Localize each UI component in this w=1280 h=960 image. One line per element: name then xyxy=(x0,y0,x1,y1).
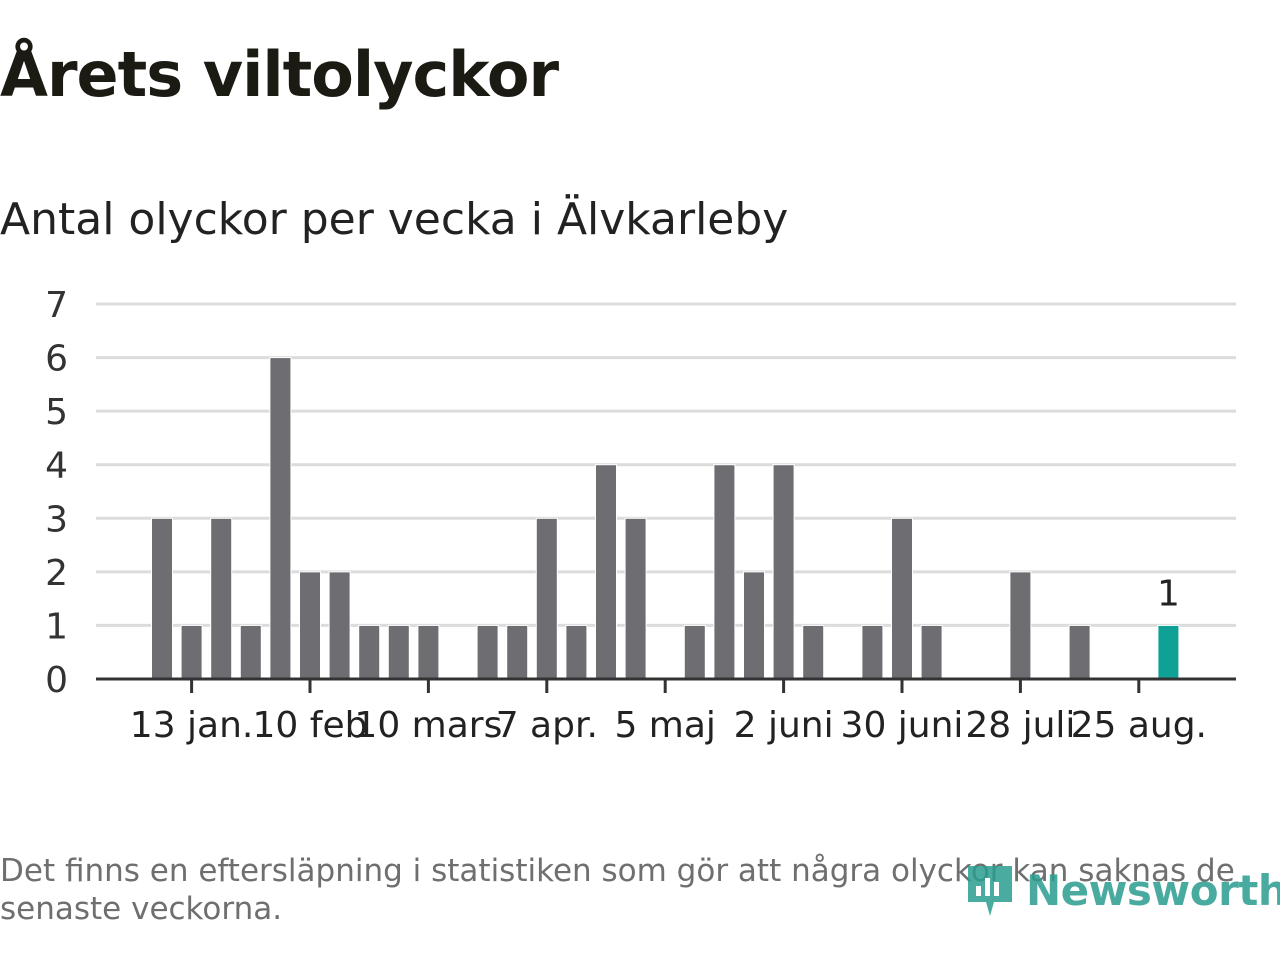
x-tick-label: 25 aug. xyxy=(1071,705,1207,746)
y-tick-label: 0 xyxy=(45,660,68,701)
bar xyxy=(151,517,173,680)
highlight-bar xyxy=(1157,624,1180,680)
bar xyxy=(802,624,825,680)
bar xyxy=(772,464,795,680)
chart-subtitle: Antal olyckor per vecka i Älvkarleby xyxy=(0,194,789,245)
bar xyxy=(1009,571,1032,680)
y-tick-label: 1 xyxy=(45,606,68,647)
bar xyxy=(417,624,440,680)
x-tick-label: 5 maj xyxy=(614,705,715,746)
bar xyxy=(506,624,529,680)
bar xyxy=(269,357,292,680)
newsworthy-icon xyxy=(968,866,1012,916)
bar xyxy=(387,624,410,680)
brand-name: Newsworthy xyxy=(1026,865,1280,915)
bar xyxy=(743,571,765,680)
bar xyxy=(683,624,706,680)
bar xyxy=(891,517,913,680)
y-tick-label: 5 xyxy=(45,392,68,433)
x-tick-label: 2 juni xyxy=(734,705,834,746)
bar xyxy=(180,624,203,680)
bar xyxy=(713,464,736,680)
bar xyxy=(920,624,943,680)
bar xyxy=(358,624,381,680)
page-title: Årets viltolyckor xyxy=(0,38,559,111)
bar xyxy=(1068,624,1091,680)
bar xyxy=(476,624,499,680)
footnote: Det finns en eftersläpning i statistiken… xyxy=(0,853,1235,927)
bar xyxy=(595,464,617,680)
x-tick-label: 28 juli xyxy=(965,705,1075,746)
newsworthy-logo: Newsworthy xyxy=(964,858,1280,922)
x-tick-label: 30 juni xyxy=(841,705,964,746)
x-tick-label: 13 jan. xyxy=(130,705,254,746)
bar xyxy=(328,571,351,680)
bar xyxy=(624,517,647,680)
y-tick-label: 6 xyxy=(45,339,68,380)
x-tick-label: 10 mars xyxy=(354,705,502,746)
x-tick-label: 7 apr. xyxy=(496,705,598,746)
bar xyxy=(861,624,884,680)
bar xyxy=(210,517,233,680)
bar xyxy=(239,624,262,680)
y-tick-label: 4 xyxy=(45,446,68,487)
bar xyxy=(299,571,321,680)
bar xyxy=(565,624,588,680)
y-tick-label: 2 xyxy=(45,553,68,594)
x-tick-label: 10 feb xyxy=(253,705,368,746)
bar xyxy=(535,517,558,680)
y-tick-label: 3 xyxy=(45,499,68,540)
y-tick-label: 7 xyxy=(45,285,68,326)
data-label: 1 xyxy=(1157,573,1180,614)
